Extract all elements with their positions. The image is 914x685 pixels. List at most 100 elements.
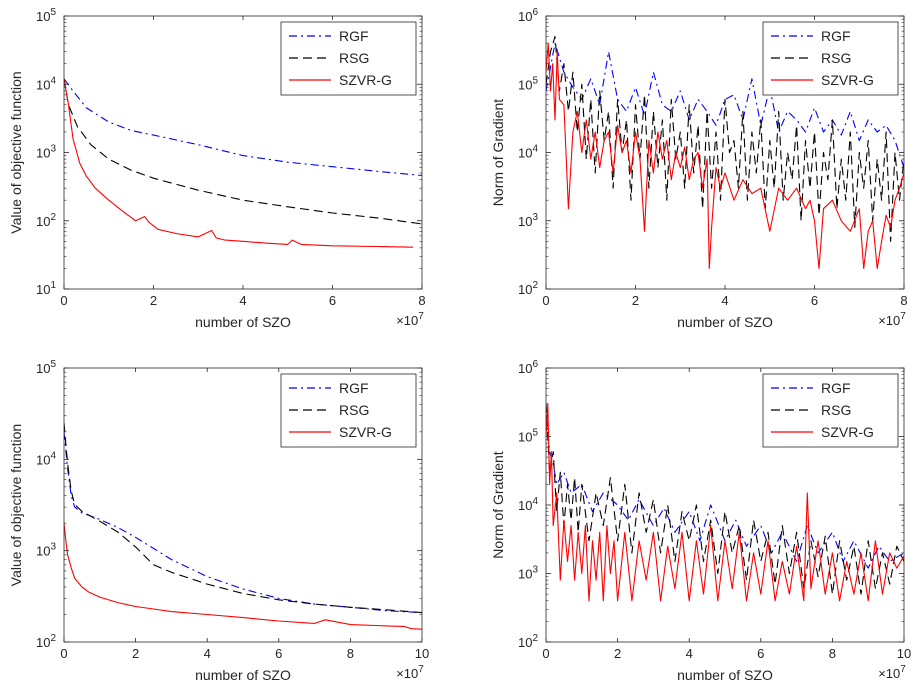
legend-label-rgf: RGF [339, 380, 369, 396]
series-line-rsg [64, 78, 422, 225]
legend-label-szvr-g: SZVR-G [339, 424, 392, 440]
legend-label-szvr-g: SZVR-G [821, 72, 874, 88]
y-tick-exp: 3 [532, 565, 538, 576]
y-tick-exp: 3 [50, 542, 56, 553]
x-tick-label: 10 [415, 646, 429, 661]
y-tick-base: 10 [518, 567, 532, 582]
y-tick-label: 106 [518, 359, 538, 376]
legend-label-rgf: RGF [339, 28, 369, 44]
series-group [64, 422, 422, 630]
y-tick-base: 10 [36, 361, 50, 376]
legend-label-rsg: RSG [339, 50, 369, 66]
legend-label-szvr-g: SZVR-G [339, 72, 392, 88]
legend: RGF RSG SZVR-G [762, 21, 899, 96]
x-tick-label: 2 [132, 646, 139, 661]
y-tick-exp: 2 [50, 212, 56, 223]
x-multiplier-base: ×10 [396, 666, 418, 681]
x-multiplier: ×107 [878, 664, 906, 681]
x-tick-label: 8 [347, 646, 354, 661]
y-tick-base: 10 [518, 214, 532, 229]
x-tick-label: 6 [275, 646, 282, 661]
legend-label-rsg: RSG [821, 50, 851, 66]
x-tick-label: 8 [900, 293, 907, 308]
y-tick-exp: 6 [532, 359, 538, 370]
x-multiplier: ×107 [396, 311, 424, 328]
legend-label-rsg: RSG [821, 402, 851, 418]
y-tick-exp: 4 [532, 144, 538, 155]
series-group [64, 78, 422, 248]
x-multiplier-base: ×10 [878, 313, 900, 328]
y-axis-label: Value of objective function [8, 424, 24, 586]
y-tick-base: 10 [518, 282, 532, 297]
y-tick-label: 105 [36, 359, 56, 376]
y-tick-label: 104 [518, 144, 538, 161]
series-line-rsg [64, 422, 422, 614]
y-axis-label: Norm of Gradient [490, 451, 506, 558]
x-tick-label: 6 [811, 293, 818, 308]
x-tick-label: 0 [542, 646, 549, 661]
x-tick-label: 2 [150, 293, 157, 308]
series-line-szvr-g [546, 42, 904, 270]
x-tick-label: 6 [757, 646, 764, 661]
x-tick-label: 10 [897, 646, 911, 661]
y-tick-exp: 3 [532, 212, 538, 223]
x-multiplier-base: ×10 [396, 313, 418, 328]
legend: RGF RSG SZVR-G [762, 373, 899, 448]
y-tick-base: 10 [518, 430, 532, 445]
series-line-szvr-g [64, 78, 414, 248]
y-tick-label: 103 [518, 565, 538, 582]
y-tick-label: 102 [36, 212, 56, 229]
legend: RGF RSG SZVR-G [280, 21, 417, 96]
x-multiplier-exp: 7 [418, 664, 424, 675]
x-tick-label: 8 [829, 646, 836, 661]
x-axis-label: number of SZO [677, 667, 773, 683]
y-tick-label: 101 [36, 280, 56, 297]
y-tick-exp: 2 [50, 633, 56, 644]
series-group [546, 403, 904, 602]
y-tick-base: 10 [36, 452, 50, 467]
y-tick-base: 10 [518, 77, 532, 92]
x-multiplier: ×107 [396, 664, 424, 681]
series-line-szvr-g [546, 403, 904, 602]
x-tick-label: 2 [632, 293, 639, 308]
series-line-szvr-g [64, 523, 422, 630]
x-tick-label: 6 [329, 293, 336, 308]
x-tick-label: 0 [60, 293, 67, 308]
y-tick-label: 102 [518, 633, 538, 650]
y-tick-label: 103 [36, 144, 56, 161]
axes-box [63, 367, 423, 643]
y-tick-exp: 3 [50, 144, 56, 155]
x-axis-label: number of SZO [195, 667, 291, 683]
y-axis-label: Norm of Gradient [490, 99, 506, 206]
y-tick-base: 10 [518, 635, 532, 650]
y-tick-exp: 4 [50, 450, 56, 461]
y-tick-exp: 4 [532, 496, 538, 507]
y-tick-exp: 4 [50, 75, 56, 86]
x-multiplier: ×107 [878, 311, 906, 328]
x-axis-label: number of SZO [195, 314, 291, 330]
x-tick-label: 8 [418, 293, 425, 308]
y-tick-label: 104 [36, 75, 56, 92]
y-tick-label: 106 [518, 7, 538, 24]
legend: RGF RSG SZVR-G [280, 373, 417, 448]
y-tick-base: 10 [518, 146, 532, 161]
y-tick-base: 10 [36, 635, 50, 650]
y-tick-exp: 5 [50, 7, 56, 18]
y-tick-base: 10 [36, 146, 50, 161]
y-tick-label: 104 [36, 450, 56, 467]
series-line-rsg [546, 403, 904, 595]
x-tick-label: 4 [721, 293, 728, 308]
series-group [546, 35, 904, 270]
y-tick-label: 104 [518, 496, 538, 513]
x-multiplier-exp: 7 [418, 311, 424, 322]
y-tick-exp: 6 [532, 7, 538, 18]
y-tick-label: 102 [518, 280, 538, 297]
y-tick-exp: 5 [50, 359, 56, 370]
y-axis-label: Value of objective function [8, 71, 24, 233]
y-tick-label: 102 [36, 633, 56, 650]
y-tick-exp: 5 [532, 428, 538, 439]
